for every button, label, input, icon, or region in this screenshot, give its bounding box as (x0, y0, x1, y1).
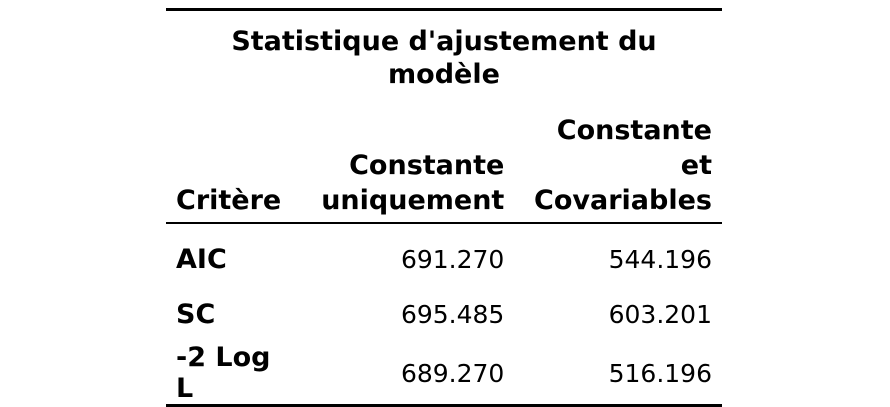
fit-statistics-table: Statistique d'ajustement du modèle Critè… (166, 8, 722, 407)
row-label-sc: SC (176, 299, 216, 330)
row-label-aic: AIC (176, 244, 227, 275)
header-intercept-only-text: Constante uniquement (321, 150, 505, 216)
cell-aic-intercept: 691.270 (400, 245, 505, 274)
cell-loglik-intercept: 689.270 (400, 358, 505, 388)
header-criterion: Critère (166, 105, 305, 224)
cell-sc-intercept: 695.485 (400, 300, 505, 329)
header-intercept-covariates-text: Constante et Covariables (534, 115, 712, 216)
cell-sc-covariates: 603.201 (608, 300, 712, 329)
row-label-loglik: -2 Log L (176, 342, 271, 404)
table-row: SC 695.485 603.201 (166, 287, 722, 342)
cell-aic-covariates: 544.196 (608, 245, 712, 274)
table-row: AIC 691.270 544.196 (166, 223, 722, 287)
header-intercept-only: Constante uniquement (304, 105, 515, 224)
table-row: -2 Log L 689.270 516.196 (166, 342, 722, 406)
header-intercept-covariates: Constante et Covariables (514, 105, 722, 224)
cell-loglik-covariates: 516.196 (608, 358, 712, 388)
table-title: Statistique d'ajustement du modèle (231, 26, 657, 90)
